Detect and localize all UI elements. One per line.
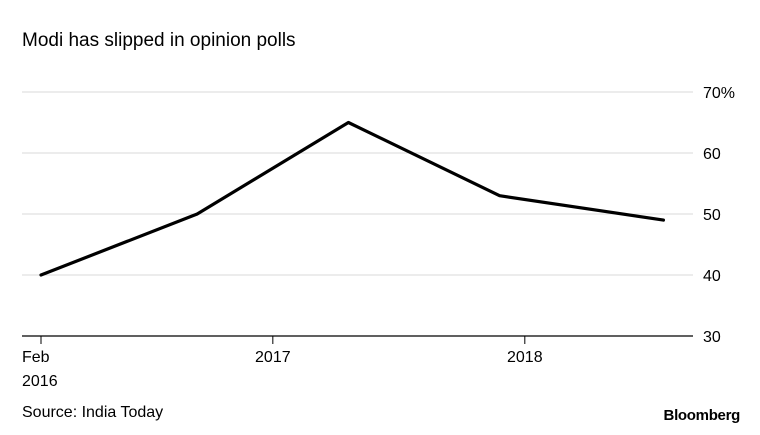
- x-tick-label-year: 2016: [22, 373, 58, 390]
- brand-logo: Bloomberg: [663, 407, 741, 424]
- source-note: Source: India Today: [22, 404, 164, 421]
- x-axis: Feb 2016 2017 2018: [22, 336, 543, 390]
- chart-title: Modi has slipped in opinion polls: [22, 30, 296, 51]
- gridlines: [22, 91, 693, 337]
- series-line: [39, 120, 666, 277]
- y-axis: 30 40 50 60 70%: [703, 85, 735, 346]
- x-tick-label: 2017: [255, 349, 291, 366]
- x-tick-label: Feb: [22, 349, 50, 366]
- y-tick-label: 40: [703, 268, 721, 285]
- y-tick-label: 70%: [703, 85, 735, 102]
- y-tick-label: 50: [703, 207, 721, 224]
- y-tick-label: 30: [703, 329, 721, 346]
- x-tick-label: 2018: [507, 349, 543, 366]
- series-group: [39, 120, 666, 277]
- y-tick-label: 60: [703, 146, 721, 163]
